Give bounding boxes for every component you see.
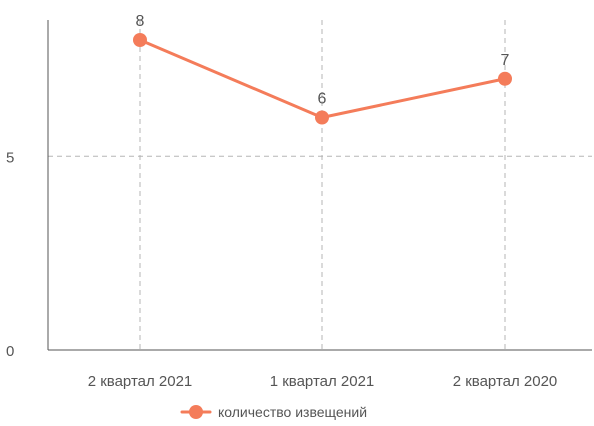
legend-label[interactable]: количество извещений bbox=[218, 404, 367, 420]
axes: 0 5 2 квартал 2021 1 квартал 2021 2 квартал … bbox=[6, 20, 592, 390]
x-tick-label-0: 2 квартал 2021 bbox=[88, 373, 193, 390]
y-tick-label-0: 0 bbox=[6, 343, 14, 360]
x-tick-label-2: 2 квартал 2020 bbox=[453, 373, 558, 390]
data-label-1: 6 bbox=[318, 91, 327, 108]
grid-lines bbox=[48, 20, 592, 350]
y-tick-label-1: 5 bbox=[6, 149, 14, 166]
legend: количество извещений bbox=[180, 404, 367, 420]
data-label-2: 7 bbox=[501, 52, 510, 69]
series-layer bbox=[133, 33, 512, 125]
data-label-0: 8 bbox=[136, 13, 145, 30]
data-point-0[interactable] bbox=[133, 33, 147, 47]
data-labels: 8 6 7 bbox=[136, 13, 510, 108]
x-tick-label-1: 1 квартал 2021 bbox=[270, 373, 375, 390]
legend-marker bbox=[189, 405, 203, 419]
data-point-2[interactable] bbox=[498, 71, 512, 86]
data-point-1[interactable] bbox=[315, 110, 329, 125]
